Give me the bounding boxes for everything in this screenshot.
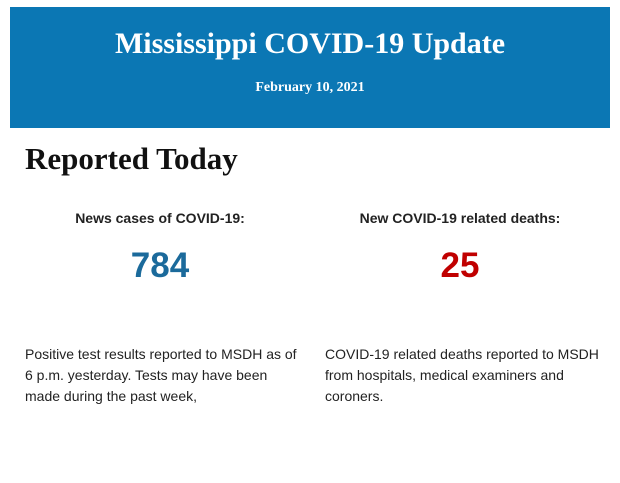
stat-column: New COVID-19 related deaths: 25 COVID-19… [315,210,605,404]
stat-description: Positive test results reported to MSDH a… [25,346,297,404]
section-title: Reported Today [25,141,238,176]
stat-value: 784 [130,246,190,285]
stat-label: News cases of COVID-19: [75,210,245,226]
stat-label: New COVID-19 related deaths: [359,210,561,226]
header-banner: Mississippi COVID-19 Update February 10,… [10,7,610,128]
stat-column: News cases of COVID-19: 784 Positive tes… [15,210,305,404]
header-date: February 10, 2021 [255,80,365,95]
stat-description: COVID-19 related deaths reported to MSDH… [325,346,599,404]
header-title: Mississippi COVID-19 Update [114,27,506,60]
stat-value: 25 [440,246,480,285]
